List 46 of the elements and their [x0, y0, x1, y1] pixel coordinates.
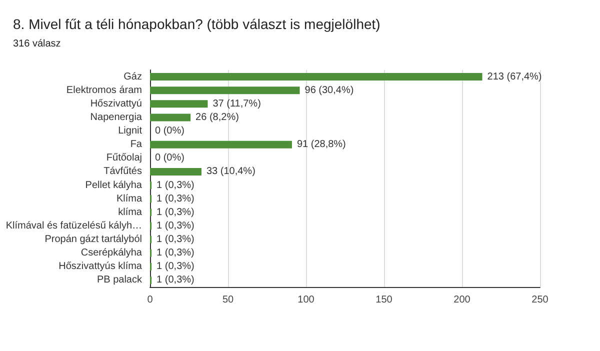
bar — [150, 100, 208, 108]
x-tick-label: 250 — [532, 294, 549, 306]
y-tick-label: PB palack — [96, 274, 143, 286]
y-tick-label: Elektromos áram — [66, 84, 142, 96]
data-label: 1 (0,3%) — [156, 193, 194, 204]
bar — [150, 114, 191, 122]
data-label: 96 (30,4%) — [304, 84, 354, 96]
data-label: 1 (0,3%) — [156, 234, 194, 246]
y-tick-label: Pellet kályha — [85, 180, 142, 191]
bar — [150, 168, 202, 176]
data-label: 1 (0,3%) — [156, 206, 194, 218]
x-tick-label: 150 — [376, 294, 393, 306]
x-tick-label: 50 — [222, 294, 234, 306]
y-tick-label: Napenergia — [90, 112, 142, 123]
data-label: 0 (0%) — [155, 152, 184, 164]
bar — [150, 86, 300, 94]
bar — [150, 73, 482, 81]
bar — [150, 140, 292, 148]
y-tick-label: Cserépkályha — [80, 248, 142, 259]
y-tick-label: Távfűtés — [104, 166, 142, 178]
data-label: 0 (0%) — [155, 126, 184, 137]
text: 316 válasz — [13, 38, 61, 50]
y-tick-label: Gáz — [124, 71, 142, 82]
y-tick-label: Lignit — [118, 126, 142, 137]
y-tick-label: Klímával és fatüzelésű kályh… — [6, 220, 142, 232]
data-label: 1 (0,3%) — [156, 180, 194, 191]
x-tick-label: 0 — [147, 294, 154, 306]
chart-title: 8. Mivel fűt a téli hónapokban? (több választ is megjelölhet) — [13, 16, 380, 32]
y-tick-label: Klíma — [116, 193, 142, 204]
data-label: 1 (0,3%) — [156, 220, 194, 232]
y-tick-label: Fűtőolaj — [106, 152, 142, 164]
y-tick-label: Fa — [130, 139, 142, 150]
data-label: 26 (8,2%) — [196, 112, 239, 123]
data-label: 1 (0,3%) — [156, 261, 194, 272]
y-tick-label: Propán gázt tartályból — [44, 234, 142, 246]
x-tick-label: 200 — [454, 294, 471, 306]
x-tick-label: 100 — [298, 294, 315, 306]
data-label: 1 (0,3%) — [156, 274, 194, 286]
y-tick-label: klíma — [118, 206, 142, 218]
data-label: 91 (28,8%) — [296, 139, 346, 150]
data-label: 37 (11,7%) — [212, 98, 261, 110]
data-label: 213 (67,4%) — [487, 71, 542, 82]
data-label: 1 (0,3%) — [156, 248, 194, 259]
data-label: 33 (10,4%) — [206, 166, 256, 178]
y-tick-label: Hőszivattyú — [90, 98, 142, 110]
y-tick-label: Hőszivattyús klíma — [58, 261, 142, 272]
